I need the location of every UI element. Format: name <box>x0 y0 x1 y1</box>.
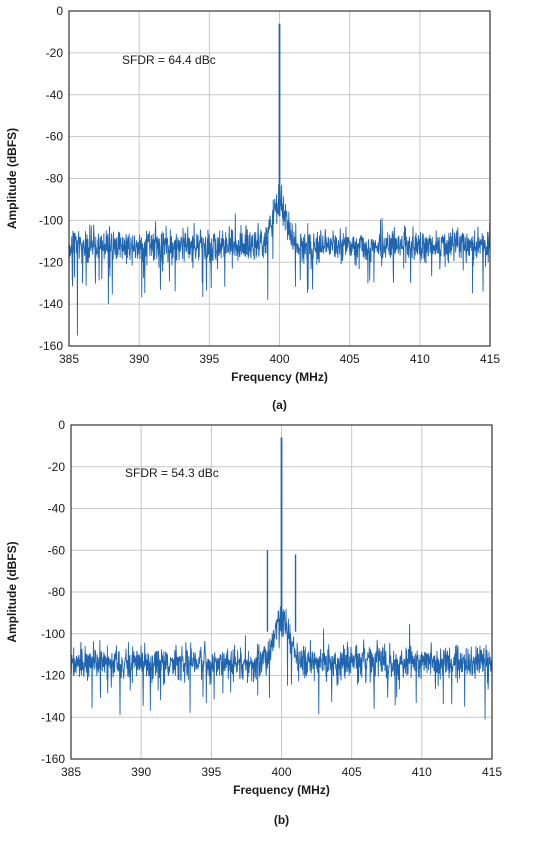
y-tick-label: 0 <box>58 418 65 432</box>
panel-caption: (b) <box>274 813 289 827</box>
x-tick-label: 395 <box>201 765 221 779</box>
y-tick-label: -160 <box>39 339 63 353</box>
x-tick-label: 410 <box>412 765 432 779</box>
x-tick-label: 405 <box>340 352 360 366</box>
x-tick-label: 395 <box>199 352 219 366</box>
x-tick-label: 385 <box>59 352 79 366</box>
y-tick-labels: 0 -20 -40 -60 -80 -100 -120 -140 -160 <box>41 418 65 766</box>
plot-frame <box>70 424 493 760</box>
x-tick-label: 400 <box>271 765 291 779</box>
y-tick-label: 0 <box>56 4 63 18</box>
x-tick-label: 390 <box>129 352 149 366</box>
y-tick-label: -40 <box>48 502 66 516</box>
x-tick-label: 415 <box>480 352 500 366</box>
y-tick-label: -80 <box>46 172 64 186</box>
x-tick-label: 410 <box>410 352 430 366</box>
y-tick-label: -100 <box>39 213 63 227</box>
y-tick-label: -60 <box>46 130 64 144</box>
plot-frame <box>68 10 491 347</box>
x-tick-label: 405 <box>342 765 362 779</box>
y-tick-label: -80 <box>48 585 66 599</box>
y-tick-label: -140 <box>41 710 65 724</box>
sfdr-annotation: SFDR = 64.4 dBc <box>122 53 216 67</box>
y-axis-label: Amplitude (dBFS) <box>5 541 19 642</box>
y-tick-label: -120 <box>41 669 65 683</box>
x-tick-labels: 385 390 395 400 405 410 415 <box>61 765 502 779</box>
y-tick-label: -20 <box>46 46 64 60</box>
y-tick-label: -20 <box>48 460 66 474</box>
y-axis-label: Amplitude (dBFS) <box>5 128 19 229</box>
panel-b: 0 -20 -40 -60 -80 -100 -120 -140 -160 385 390 395 4… <box>5 418 502 827</box>
x-tick-label: 390 <box>131 765 151 779</box>
y-tick-label: -120 <box>39 255 63 269</box>
y-tick-label: -100 <box>41 627 65 641</box>
y-tick-label: -140 <box>39 297 63 311</box>
panel-a: 0 -20 -40 -60 -80 -100 -120 -140 -160 385 390 395 4… <box>5 4 500 412</box>
x-tick-label: 385 <box>61 765 81 779</box>
panel-caption: (a) <box>272 398 287 412</box>
x-tick-label: 415 <box>482 765 502 779</box>
x-axis-label: Frequency (MHz) <box>231 370 328 384</box>
sfdr-annotation: SFDR = 54.3 dBc <box>125 466 219 480</box>
y-tick-label: -60 <box>48 543 66 557</box>
peak-marks <box>266 437 297 632</box>
x-tick-labels: 385 390 395 400 405 410 415 <box>59 352 500 366</box>
x-axis-label: Frequency (MHz) <box>233 783 330 797</box>
y-tick-label: -40 <box>46 88 64 102</box>
x-tick-label: 400 <box>269 352 289 366</box>
y-tick-labels: 0 -20 -40 -60 -80 -100 -120 -140 -160 <box>39 4 63 353</box>
y-tick-label: -160 <box>41 752 65 766</box>
